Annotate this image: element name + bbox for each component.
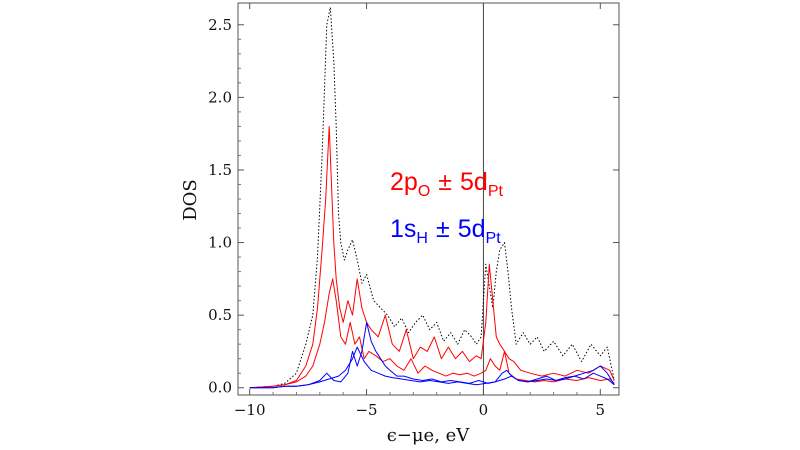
series-line-1sH-5dPt xyxy=(249,346,615,389)
y-tick-label: 2.0 xyxy=(208,88,232,106)
x-tick-label: 5 xyxy=(596,401,606,419)
y-tick-label: 0.0 xyxy=(208,379,232,397)
legend-2p-pm: ± xyxy=(438,168,452,196)
y-tick-label: 1.0 xyxy=(208,234,232,252)
legend-1s-main2: 5d xyxy=(458,215,486,243)
series-line-total xyxy=(249,6,615,389)
x-tick-label: −10 xyxy=(234,401,266,419)
legend-1s-sub2: Pt xyxy=(486,230,502,247)
series-line-2pO+5dPt xyxy=(249,125,615,389)
legend-entry-2p: 2pO ±5dPt xyxy=(390,168,503,200)
legend-entry-1s: 1sH ±5dPt xyxy=(390,215,501,247)
legend-1s-pm: ± xyxy=(436,215,450,243)
legend-1s-main: 1s xyxy=(390,215,416,243)
series-line-2pO-5dPt xyxy=(249,278,615,389)
y-tick-label: 0.5 xyxy=(208,306,232,324)
series-line-1sH+5dPt xyxy=(249,321,615,389)
legend-2p-main: 2p xyxy=(390,168,418,196)
x-tick-label: −5 xyxy=(355,401,377,419)
legend-2p-main2: 5d xyxy=(460,168,488,196)
y-tick-label: 2.5 xyxy=(208,16,232,34)
y-axis-title: DOS xyxy=(180,179,201,221)
y-tick-label: 1.5 xyxy=(208,161,232,179)
legend-2p-sub2: Pt xyxy=(488,183,504,200)
legend-1s-sub: H xyxy=(416,230,428,247)
legend-2p-sub: O xyxy=(418,183,430,200)
x-tick-label: 0 xyxy=(479,401,489,419)
x-axis-title: ϵ−μe, eV xyxy=(387,425,471,446)
